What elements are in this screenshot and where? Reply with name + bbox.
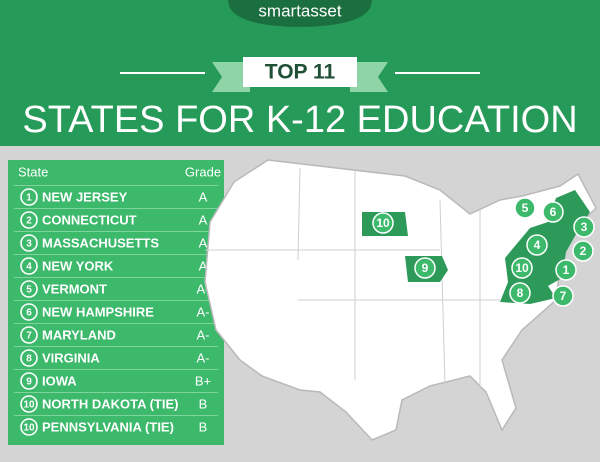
grade: A (199, 235, 208, 250)
rank-badge (20, 372, 38, 390)
state-name: IOWA (42, 373, 77, 388)
grade: B (199, 396, 208, 411)
grade: B+ (195, 373, 211, 388)
ribbon-tail (350, 62, 388, 92)
rank-badge (20, 280, 38, 298)
grade: B (199, 419, 208, 434)
rank: 9 (26, 377, 32, 388)
rank: 2 (26, 216, 32, 227)
column-header: State (18, 164, 48, 179)
marker (514, 197, 536, 219)
state-name: MARYLAND (42, 327, 116, 342)
rank-badge (20, 188, 38, 206)
logo: smartasset (258, 1, 341, 20)
rank: 5 (26, 285, 32, 296)
marker (414, 257, 436, 279)
marker (572, 240, 594, 262)
grade: A- (197, 304, 210, 319)
marker-label: 7 (560, 289, 567, 303)
rank-badge (20, 257, 38, 275)
state-name: NEW YORK (42, 258, 114, 273)
marker-label: 8 (517, 286, 524, 300)
ribbon (243, 57, 357, 87)
state-name: NORTH DAKOTA (TIE) (42, 396, 178, 411)
ribbon-tail (212, 62, 250, 92)
state-name: NEW HAMPSHIRE (42, 304, 154, 319)
grade: A (199, 189, 208, 204)
marker (526, 234, 548, 256)
state-name: PENNSYLVANIA (TIE) (42, 419, 174, 434)
state-borders (205, 167, 500, 390)
title: STATES FOR K-12 EDUCATION (22, 99, 577, 141)
rank-badge (20, 303, 38, 321)
marker-label: 6 (550, 205, 557, 219)
marker (555, 259, 577, 281)
marker-label: 3 (581, 220, 588, 234)
rank-badge (20, 211, 38, 229)
grade: A (199, 258, 208, 273)
rank: 4 (26, 262, 32, 273)
marker-label: 9 (422, 261, 429, 275)
column-header: Grade (185, 164, 221, 179)
state-name: NEW JERSEY (42, 189, 128, 204)
marker (542, 201, 564, 223)
logo-badge (228, 0, 372, 27)
marker (511, 257, 533, 279)
rank: 10 (23, 423, 35, 434)
grade: A- (197, 327, 210, 342)
rank: 6 (26, 308, 32, 319)
rank: 3 (26, 239, 32, 250)
marker-label: 1 (563, 263, 570, 277)
rank: 10 (23, 400, 35, 411)
state-name: CONNECTICUT (42, 212, 137, 227)
state-name: VERMONT (42, 281, 107, 296)
marker-label: 10 (515, 261, 529, 275)
marker-label: 4 (534, 238, 541, 252)
marker (552, 285, 574, 307)
rank: 7 (26, 331, 32, 342)
rank-badge (20, 418, 38, 436)
marker (573, 216, 595, 238)
marker-label: 2 (580, 244, 587, 258)
rank-badge (20, 326, 38, 344)
rank-badge (20, 349, 38, 367)
table: State Grade 1 NEW JERSEY A 2 CONNECTICUT A 3 MASS… (14, 164, 221, 436)
banner: TOP 11 (265, 61, 336, 84)
grade: A (199, 212, 208, 227)
grade: A- (197, 350, 210, 365)
marker-label: 10 (376, 216, 390, 230)
state-name: VIRGINIA (42, 350, 100, 365)
rank-badge (20, 234, 38, 252)
state-name: MASSACHUSETTS (42, 235, 159, 250)
marker (509, 282, 531, 304)
marker (372, 212, 394, 234)
rank: 1 (26, 193, 32, 204)
rank-badge (20, 395, 38, 413)
rank: 8 (26, 354, 32, 365)
marker-label: 5 (522, 201, 529, 215)
table-panel (8, 160, 224, 445)
